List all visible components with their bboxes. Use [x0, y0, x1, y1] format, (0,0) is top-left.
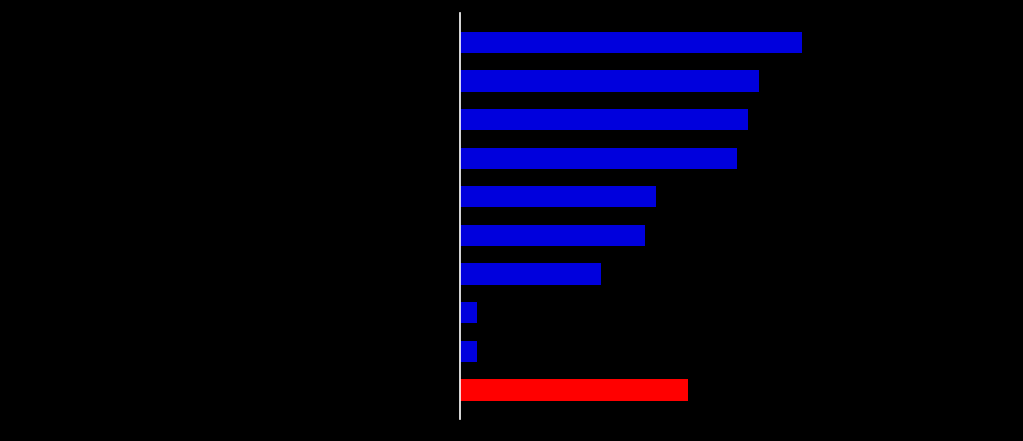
Bar	[460, 379, 688, 400]
Bar	[460, 263, 602, 284]
Bar	[460, 340, 477, 362]
Bar	[460, 186, 656, 207]
Bar	[460, 302, 477, 323]
Bar	[460, 109, 748, 130]
Bar	[460, 148, 737, 169]
Bar	[460, 225, 644, 246]
Bar	[460, 70, 758, 92]
Bar	[460, 32, 802, 53]
